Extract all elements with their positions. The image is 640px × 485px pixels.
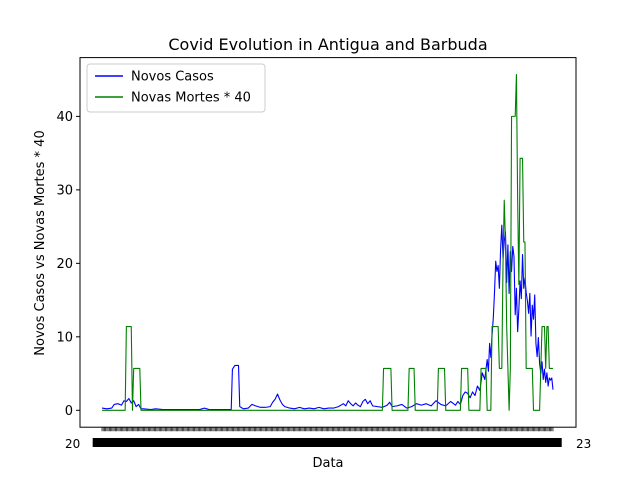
x-tick-label-glyph xyxy=(558,438,562,447)
y-axis-label: Novos Casos vs Novas Mortes * 40 xyxy=(33,130,48,355)
y-axis-ticks: 0 10 20 30 40 xyxy=(56,110,80,419)
x-axis-label: Data xyxy=(312,456,343,471)
legend-label-novas-mortes: Novas Mortes * 40 xyxy=(131,91,251,106)
x-tick-label-left: 20 xyxy=(65,437,80,451)
y-tick-label: 20 xyxy=(56,257,73,272)
series-line-novos-casos xyxy=(101,224,554,411)
legend-label-novos-casos: Novos Casos xyxy=(131,70,214,85)
x-axis-ticks xyxy=(92,427,562,447)
x-tick-label-right: 23 xyxy=(576,437,591,451)
legend: Novos Casos Novas Mortes * 40 xyxy=(86,63,266,113)
series-line-novas-mortes xyxy=(102,73,553,411)
y-tick-label: 40 xyxy=(56,110,73,125)
chart-title: Covid Evolution in Antigua and Barbuda xyxy=(168,35,487,54)
legend-box xyxy=(86,63,266,113)
y-tick-label: 0 xyxy=(65,404,73,419)
series-layer xyxy=(101,73,554,411)
y-tick-label: 10 xyxy=(56,330,73,345)
y-tick-label: 30 xyxy=(56,183,73,198)
plot-frame xyxy=(79,57,577,428)
